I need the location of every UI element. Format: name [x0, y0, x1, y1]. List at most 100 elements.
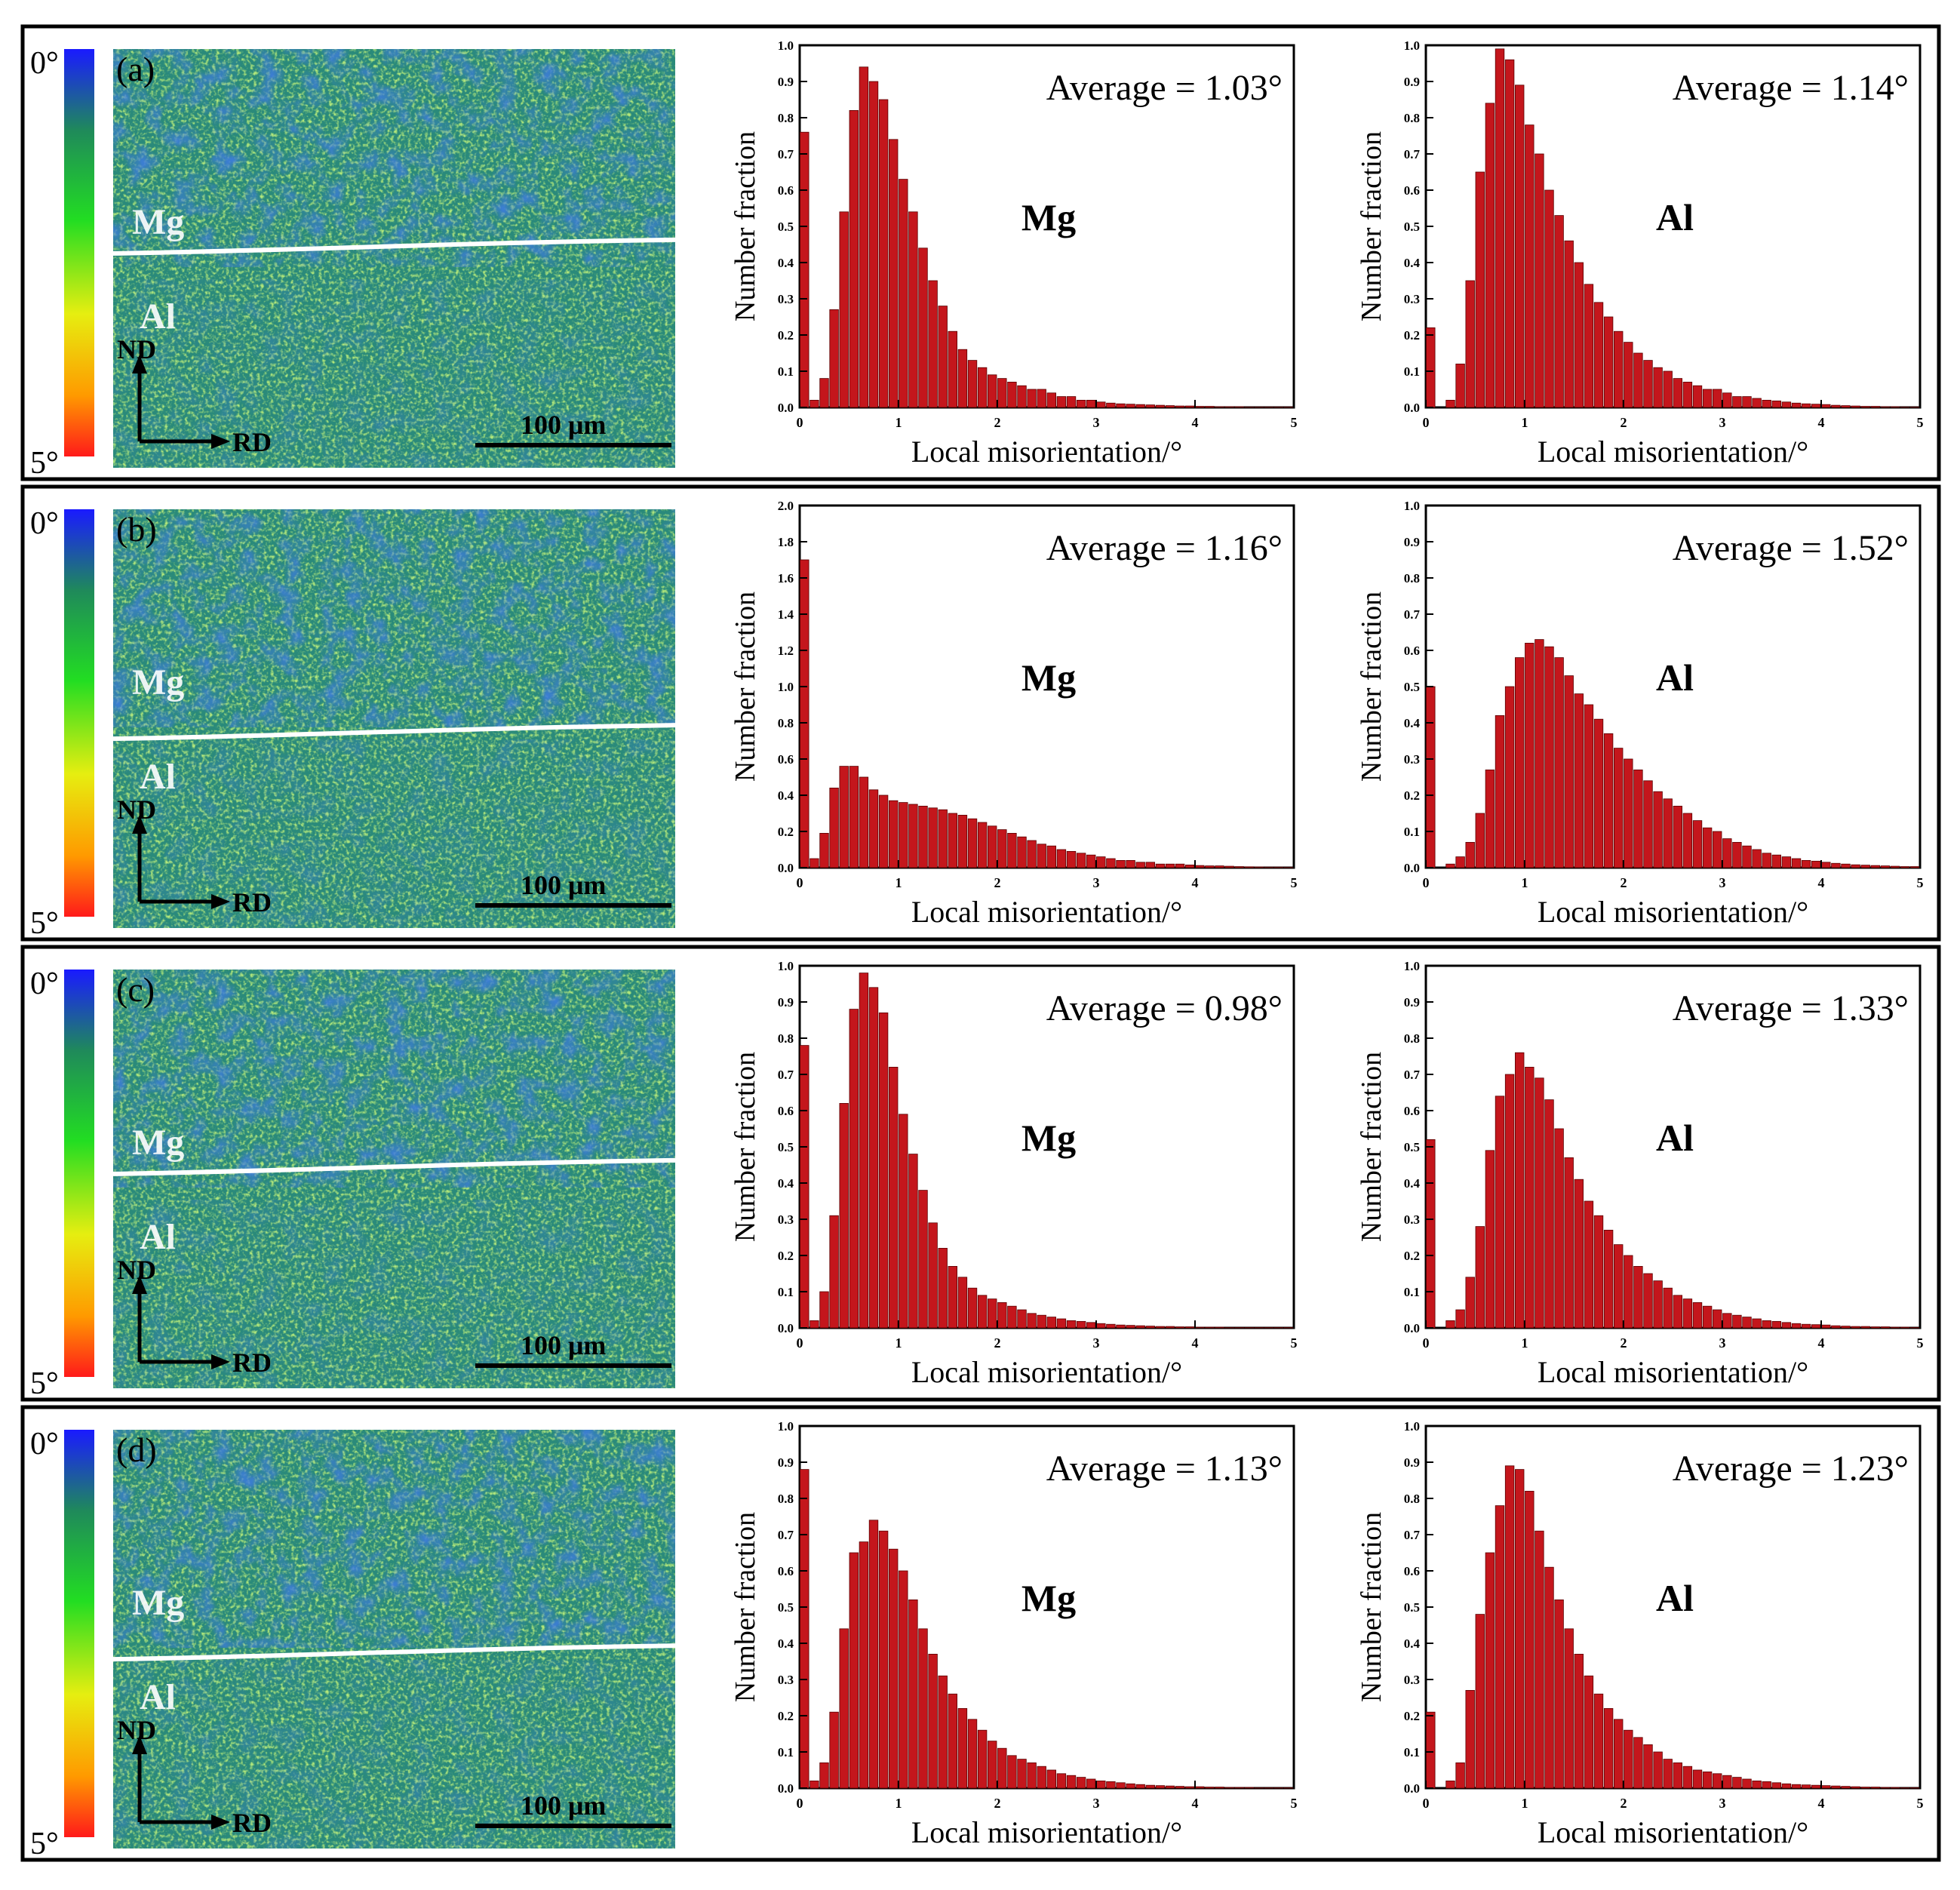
y-tick-label: 0.9: [778, 995, 794, 1010]
histogram-bar: [1234, 1787, 1244, 1789]
histogram-mg-c: 0.0 0.1 0.2 0.3 0.4 0.5 0.6 0.7 0.8 0.9 1.0 0 1 2 3 4 5 L…: [730, 959, 1298, 1389]
map-label-mg: Mg: [132, 202, 184, 242]
histogram-bar: [800, 131, 809, 408]
histogram-bar: [1475, 813, 1485, 868]
histogram-bar: [1831, 862, 1841, 868]
panel-label: (a): [116, 50, 155, 88]
histogram-bar: [1515, 1052, 1525, 1329]
histogram-bar: [1426, 1139, 1436, 1329]
y-tick-label: 0.4: [778, 1176, 794, 1191]
histogram-bar: [1076, 853, 1086, 868]
material-label: Al: [1656, 656, 1694, 699]
x-tick-label: 2: [994, 1796, 1001, 1811]
histogram-bar: [1682, 1766, 1693, 1789]
histogram-bar: [1781, 1783, 1792, 1789]
histogram-bar: [1504, 1074, 1515, 1329]
histogram-bar: [1633, 1737, 1643, 1789]
histogram-bar: [1643, 1744, 1653, 1789]
histogram-bar: [1732, 842, 1742, 868]
y-tick-label: 1.0: [1404, 959, 1420, 973]
y-axis-label: Number fraction: [730, 1052, 761, 1242]
histogram-bar: [819, 833, 829, 868]
histogram-bar: [1205, 1326, 1215, 1329]
y-tick-label: 1.0: [778, 38, 794, 53]
y-tick-label: 0.0: [778, 401, 794, 415]
average-annotation: Average = 1.16°: [1046, 528, 1283, 568]
histogram-bar: [1234, 866, 1244, 868]
histogram-bar: [1445, 1320, 1455, 1329]
y-tick-label: 0.2: [778, 328, 794, 343]
histogram-bar: [1909, 866, 1920, 868]
nd-label: ND: [117, 1255, 156, 1285]
histogram-bar: [878, 1530, 889, 1789]
histogram-bar: [1712, 1309, 1722, 1329]
average-annotation: Average = 1.13°: [1046, 1449, 1283, 1489]
y-tick-label: 0.3: [1404, 752, 1420, 767]
histogram-bar: [868, 789, 879, 868]
x-tick-label: 3: [1719, 875, 1726, 890]
material-label: Al: [1656, 196, 1694, 238]
histogram-bar: [1066, 1320, 1077, 1329]
histogram-bar: [1781, 401, 1792, 408]
histogram-bar: [1135, 404, 1145, 408]
histogram-bar: [1702, 1305, 1713, 1329]
histogram-bar: [1504, 1465, 1515, 1789]
histogram-bar: [1900, 1326, 1910, 1329]
histogram-bar: [889, 800, 899, 868]
histogram-bar: [988, 374, 997, 408]
nd-label: ND: [117, 794, 156, 825]
x-axis-label: Local misorientation/°: [911, 1815, 1182, 1849]
histogram-bar: [977, 822, 988, 868]
histogram-bar: [1254, 866, 1264, 868]
histogram-bar: [928, 280, 938, 408]
interface-boundary-line: [112, 237, 676, 256]
histogram-bar: [1841, 1326, 1851, 1329]
histogram-bar: [1653, 1280, 1663, 1329]
histogram-bar: [1781, 1322, 1792, 1329]
histogram-bar: [1574, 1179, 1584, 1329]
x-tick-label: 0: [1423, 415, 1430, 430]
histogram-bar: [1155, 1326, 1166, 1329]
y-tick-label: 0.1: [1404, 364, 1420, 379]
histogram-bar: [1673, 1762, 1683, 1789]
histogram-bar: [819, 1291, 829, 1329]
histogram-bar: [1544, 646, 1554, 868]
histogram-bar: [1185, 865, 1195, 868]
histogram-bar: [868, 81, 879, 408]
y-tick-label: 0.6: [1404, 644, 1420, 658]
y-tick-label: 1.4: [778, 607, 794, 622]
histogram-bar: [997, 1302, 1007, 1329]
average-annotation: Average = 1.52°: [1673, 528, 1909, 568]
histogram-bar: [1096, 401, 1106, 408]
histogram-bar: [1742, 396, 1752, 408]
histogram-bar: [859, 66, 869, 408]
histogram-bar: [1495, 1505, 1505, 1789]
histogram-bar: [1544, 189, 1554, 408]
histogram-bar: [908, 1599, 918, 1789]
histogram-bar: [868, 1520, 879, 1789]
rd-arrow-head: [211, 1815, 230, 1830]
y-tick-label: 0.9: [778, 75, 794, 89]
rd-label: RD: [232, 1808, 272, 1838]
histogram-bar: [1007, 1305, 1017, 1329]
y-tick-label: 0.8: [778, 1492, 794, 1506]
y-tick-label: 0.3: [1404, 292, 1420, 306]
y-tick-label: 0.9: [1404, 535, 1420, 549]
y-tick-label: 2.0: [778, 499, 794, 513]
histogram-bar: [1455, 1762, 1465, 1789]
y-tick-label: 0.6: [778, 183, 794, 198]
material-label: Al: [1656, 1577, 1694, 1619]
histogram-bar: [1584, 704, 1594, 868]
histogram-bar: [899, 1114, 908, 1329]
histogram-bar: [1624, 342, 1633, 408]
histogram-bar: [1116, 1782, 1126, 1789]
histogram-al-a: 0.0 0.1 0.2 0.3 0.4 0.5 0.6 0.7 0.8 0.9 1.0 0 1 2 3 4 5 L…: [1356, 38, 1924, 469]
x-tick-label: 4: [1818, 415, 1825, 430]
x-tick-label: 2: [1621, 1796, 1627, 1811]
histogram-bar: [957, 815, 968, 868]
histogram-bar: [1593, 1215, 1604, 1329]
histogram-bar: [1535, 639, 1544, 868]
histogram-bar: [1066, 1775, 1077, 1789]
histogram-bar: [1663, 370, 1673, 408]
histogram-bar: [1593, 302, 1604, 408]
